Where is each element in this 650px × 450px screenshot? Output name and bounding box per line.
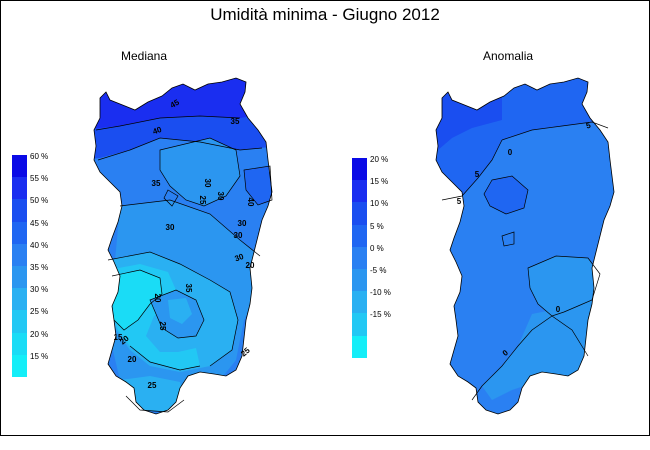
contour-label: 0 — [508, 148, 513, 157]
contour-label: 5 — [475, 170, 480, 179]
contour-label: 30 — [238, 219, 247, 228]
contour-label: 25 — [148, 381, 157, 390]
contour-label: 20 — [246, 261, 255, 270]
contour-label: 5 — [457, 197, 462, 206]
contour-label: 35 — [184, 284, 193, 293]
contour-label: 15 — [114, 333, 123, 342]
contour-label: 20 — [128, 355, 137, 364]
contour-label: 0 — [556, 305, 561, 314]
contour-label: 40 — [246, 198, 255, 207]
contour-label: 30 — [234, 231, 243, 240]
contour-label: 30 — [203, 179, 212, 188]
contour-label: 20 — [153, 294, 162, 303]
contour-label: 30 — [166, 223, 175, 232]
contour-label: 25 — [198, 196, 207, 205]
contour-label: 30 — [216, 192, 225, 201]
contour-label: 35 — [231, 117, 240, 126]
contour-label: 25 — [158, 322, 167, 331]
contour-label: 35 — [152, 179, 161, 188]
